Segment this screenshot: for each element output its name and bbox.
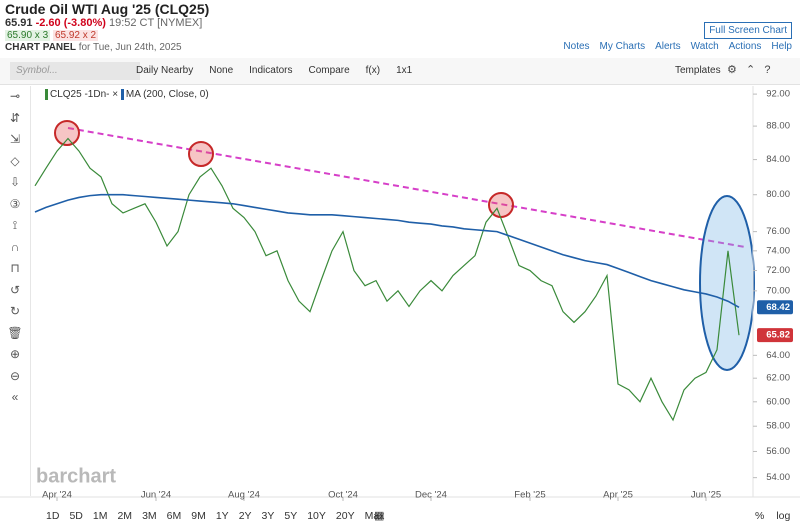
- period-button[interactable]: 3Y: [261, 510, 275, 522]
- period-button[interactable]: 6M: [166, 510, 182, 522]
- period-button[interactable]: 5Y: [284, 510, 298, 522]
- panel-date: for Tue, Jun 24th, 2025: [78, 42, 182, 53]
- drawing-tools: ⊸ ⇵ ⇲ ◇ ⇩ ③ ⟟ ∩ ⊓ ↺ ↻ 🗑 ⊕ ⊖ «: [0, 86, 31, 496]
- toolbar-item[interactable]: Indicators: [249, 65, 293, 76]
- calendar[interactable]: ▦: [374, 510, 385, 522]
- trend-line: [67, 127, 746, 248]
- header-link[interactable]: Actions: [728, 41, 762, 52]
- last-value-label: 65.82: [766, 330, 790, 341]
- y-tick-label: 60.00: [766, 396, 790, 407]
- watermark: barchart: [36, 465, 116, 487]
- toolbar-items: Daily Nearby None Indicators Compare f(x) 1x1: [136, 65, 428, 76]
- y-tick-label: 88.00: [766, 121, 790, 132]
- period-button[interactable]: 9M: [191, 510, 206, 522]
- y-tick-label: 80.00: [766, 189, 790, 200]
- scale-button[interactable]: %: [755, 510, 765, 522]
- period-button[interactable]: 2M: [117, 510, 133, 522]
- legend: CLQ25 -1Dn- × MA (200, Close, 0): [45, 89, 209, 100]
- bid: 65.90 x 3: [5, 30, 51, 41]
- change: -2.60 (-3.80%): [35, 17, 106, 29]
- toolbar-item[interactable]: 1x1: [396, 65, 413, 76]
- last-value-label: 68.42: [766, 302, 790, 313]
- highlight-ellipse: [699, 195, 755, 371]
- y-tick-label: 58.00: [766, 421, 790, 432]
- full-screen-button[interactable]: Full Screen Chart: [704, 22, 792, 39]
- x-tick-label: Jun '24: [141, 490, 171, 501]
- header-link[interactable]: Help: [771, 41, 792, 52]
- header-links: Notes My Charts Alerts Watch Actions Help: [553, 41, 792, 52]
- x-tick-label: Apr '24: [42, 490, 72, 501]
- period-button[interactable]: 5D: [69, 510, 83, 522]
- y-tick-label: 92.00: [766, 89, 790, 100]
- y-tick-label: 62.00: [766, 373, 790, 384]
- highlight-circle: [54, 120, 80, 146]
- title: Crude Oil WTI Aug '25 (CLQ25): [5, 1, 210, 17]
- last-price: 65.91: [5, 17, 33, 29]
- y-tick-label: 74.00: [766, 245, 790, 256]
- header-link[interactable]: Alerts: [655, 41, 681, 52]
- last-value-tag: [757, 300, 793, 315]
- x-tick-label: Oct '24: [328, 490, 358, 501]
- y-tick-label: 56.00: [766, 446, 790, 457]
- bid-ask: 65.90 x 3 65.92 x 2: [5, 30, 99, 41]
- y-tick-label: 84.00: [766, 154, 790, 165]
- x-tick-label: Feb '25: [514, 490, 545, 501]
- y-tick-label: 72.00: [766, 265, 790, 276]
- period-button[interactable]: 2Y: [238, 510, 252, 522]
- templates[interactable]: Templates: [675, 65, 721, 76]
- series-line: [34, 137, 740, 422]
- quote: 65.91 -2.60 (-3.80%) 19:52 CT [NYMEX]: [5, 17, 202, 29]
- ask: 65.92 x 2: [52, 30, 99, 41]
- last-value-tag: [757, 328, 793, 343]
- header-link[interactable]: My Charts: [599, 41, 646, 52]
- time: 19:52 CT [NYMEX]: [108, 17, 203, 29]
- header-link[interactable]: Watch: [690, 41, 719, 52]
- scale-button[interactable]: log: [776, 510, 791, 522]
- symbol-input[interactable]: Symbol...: [10, 62, 140, 80]
- legend-item: CLQ25 -1Dn-: [45, 89, 110, 100]
- period-button[interactable]: 3M: [142, 510, 157, 522]
- x-tick-label: Apr '25: [603, 490, 633, 501]
- y-tick-label: 70.00: [766, 285, 790, 296]
- period-button[interactable]: 20Y: [335, 510, 355, 522]
- period-buttons: 1D 5D 1M 2M 3M 6M 9M 1Y 2Y 3Y 5Y 10Y 20Y Max: [46, 510, 394, 522]
- x-tick-label: Dec '24: [415, 490, 447, 501]
- scale-buttons: % log: [755, 510, 800, 522]
- y-tick-label: 64.00: [766, 350, 790, 361]
- legend-item: MA (200, Close, 0): [120, 89, 209, 100]
- y-tick-label: 76.00: [766, 226, 790, 237]
- highlight-circle: [188, 141, 214, 167]
- x-tick-label: Jun '25: [691, 490, 721, 501]
- period-button[interactable]: Max: [364, 510, 385, 522]
- toolbar-item[interactable]: Daily Nearby: [136, 65, 194, 76]
- period-button[interactable]: 1D: [46, 510, 60, 522]
- x-tick-label: Aug '24: [228, 490, 260, 501]
- panel: CHART PANEL for Tue, Jun 24th, 2025: [5, 42, 182, 53]
- toolbar-item[interactable]: Compare: [308, 65, 350, 76]
- period-button[interactable]: 1Y: [215, 510, 229, 522]
- toolbar-icons: ⚙ ⌃ ?: [727, 64, 771, 76]
- y-tick-label: 54.00: [766, 472, 790, 483]
- toolbar-item[interactable]: f(x): [365, 65, 381, 76]
- period-button[interactable]: 1M: [92, 510, 108, 522]
- period-button[interactable]: 10Y: [307, 510, 326, 522]
- toolbar-item[interactable]: None: [209, 65, 234, 76]
- panel-label: CHART PANEL: [5, 42, 76, 53]
- series-line: [34, 193, 740, 308]
- header-link[interactable]: Notes: [563, 41, 590, 52]
